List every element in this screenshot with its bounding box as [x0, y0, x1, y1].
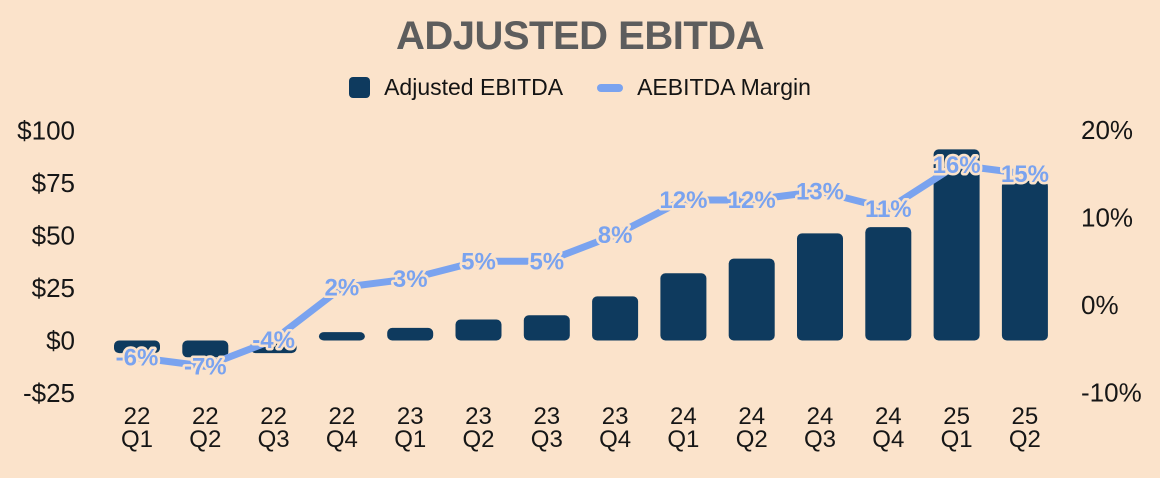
- x-axis-label-year: 24: [670, 403, 697, 430]
- x-axis-label-quarter: Q2: [736, 426, 768, 453]
- left-axis-tick: $75: [32, 168, 75, 198]
- x-axis-label-year: 25: [1012, 403, 1039, 430]
- x-axis-label-quarter: Q3: [531, 426, 563, 453]
- x-axis-label-quarter: Q4: [326, 426, 358, 453]
- chart-title: ADJUSTED EBITDA: [395, 14, 765, 58]
- margin-point-label-24-q4: 11%: [865, 196, 912, 223]
- left-axis-tick: $50: [32, 221, 75, 251]
- x-axis-label-year: 23: [602, 403, 629, 430]
- right-axis-tick: 20%: [1081, 115, 1133, 145]
- bar-25-q1: [933, 149, 980, 341]
- margin-point-label-22-q4: 2%: [325, 275, 360, 302]
- margin-point-label-24-q2: 12%: [728, 187, 776, 214]
- bar-25-q2: [1001, 180, 1048, 341]
- margin-point-label-25-q2: 15%: [1001, 161, 1049, 188]
- legend-label-adjusted-ebitda: Adjusted EBITDA: [384, 74, 564, 100]
- bar-23-q1: [387, 327, 434, 341]
- margin-point-label-23-q4: 8%: [598, 222, 633, 249]
- margin-point-label-22-q3: -4%: [252, 327, 295, 354]
- left-axis-tick: $0: [46, 326, 75, 356]
- margin-point-label-23-q1: 3%: [393, 266, 428, 293]
- x-axis-label-year: 22: [260, 403, 287, 430]
- x-axis-label-quarter: Q1: [121, 426, 153, 453]
- x-axis-label-year: 22: [192, 403, 219, 430]
- legend-item-adjusted-ebitda: Adjusted EBITDA: [349, 74, 563, 101]
- margin-point-label-23-q3: 5%: [529, 248, 564, 275]
- left-axis-tick: -$25: [23, 378, 75, 408]
- legend: Adjusted EBITDA AEBITDA Margin: [0, 74, 1160, 101]
- x-axis-label-quarter: Q2: [462, 426, 494, 453]
- x-axis-label-year: 25: [943, 403, 970, 430]
- x-axis-label-quarter: Q4: [872, 426, 904, 453]
- x-axis-label-quarter: Q2: [189, 426, 221, 453]
- x-axis-label-quarter: Q1: [667, 426, 699, 453]
- margin-point-label-23-q2: 5%: [461, 248, 496, 275]
- margin-point-label-22-q2: -7%: [184, 353, 227, 380]
- left-axis-tick: $25: [32, 273, 75, 303]
- bar-23-q2: [455, 319, 502, 341]
- bar-22-q2: [182, 340, 229, 358]
- margin-point-label-25-q1: 16%: [933, 152, 981, 179]
- bar-22-q4: [318, 332, 365, 341]
- x-axis-label-quarter: Q1: [941, 426, 973, 453]
- x-axis-label-year: 24: [875, 403, 902, 430]
- right-axis-tick: -10%: [1081, 378, 1142, 408]
- bar-24-q4: [865, 227, 912, 341]
- bar-23-q4: [592, 296, 639, 341]
- bar-24-q2: [728, 258, 775, 341]
- x-axis-label-year: 24: [738, 403, 765, 430]
- right-axis-tick: 10%: [1081, 203, 1133, 233]
- x-axis-label-year: 23: [465, 403, 492, 430]
- right-axis-tick: 0%: [1081, 290, 1119, 320]
- x-axis-label-year: 23: [533, 403, 560, 430]
- x-axis-label-year: 22: [329, 403, 356, 430]
- bar-23-q3: [523, 315, 570, 341]
- x-axis-label-quarter: Q3: [804, 426, 836, 453]
- bar-24-q1: [660, 273, 707, 341]
- margin-point-label-24-q3: 13%: [796, 178, 844, 205]
- x-axis-label-quarter: Q4: [599, 426, 631, 453]
- x-axis-label-year: 24: [807, 403, 834, 430]
- legend-item-aebitda-margin: AEBITDA Margin: [597, 74, 811, 101]
- x-axis-label-year: 23: [397, 403, 424, 430]
- bar-22-q1: [114, 340, 160, 354]
- left-axis-tick: $100: [17, 116, 75, 146]
- x-axis-label-year: 22: [124, 403, 151, 430]
- margin-point-label-22-q1: -6%: [116, 345, 159, 372]
- x-axis-label-quarter: Q1: [394, 426, 426, 453]
- margin-point-label-24-q1: 12%: [659, 187, 707, 214]
- x-axis-label-quarter: Q3: [258, 426, 290, 453]
- line-series-swatch-icon: [597, 83, 624, 92]
- bar-series-swatch-icon: [349, 77, 371, 98]
- x-axis-label-quarter: Q2: [1009, 426, 1041, 453]
- aebitda-margin-line: [133, 161, 1029, 370]
- bar-24-q3: [797, 233, 843, 341]
- legend-label-aebitda-margin: AEBITDA Margin: [637, 74, 811, 100]
